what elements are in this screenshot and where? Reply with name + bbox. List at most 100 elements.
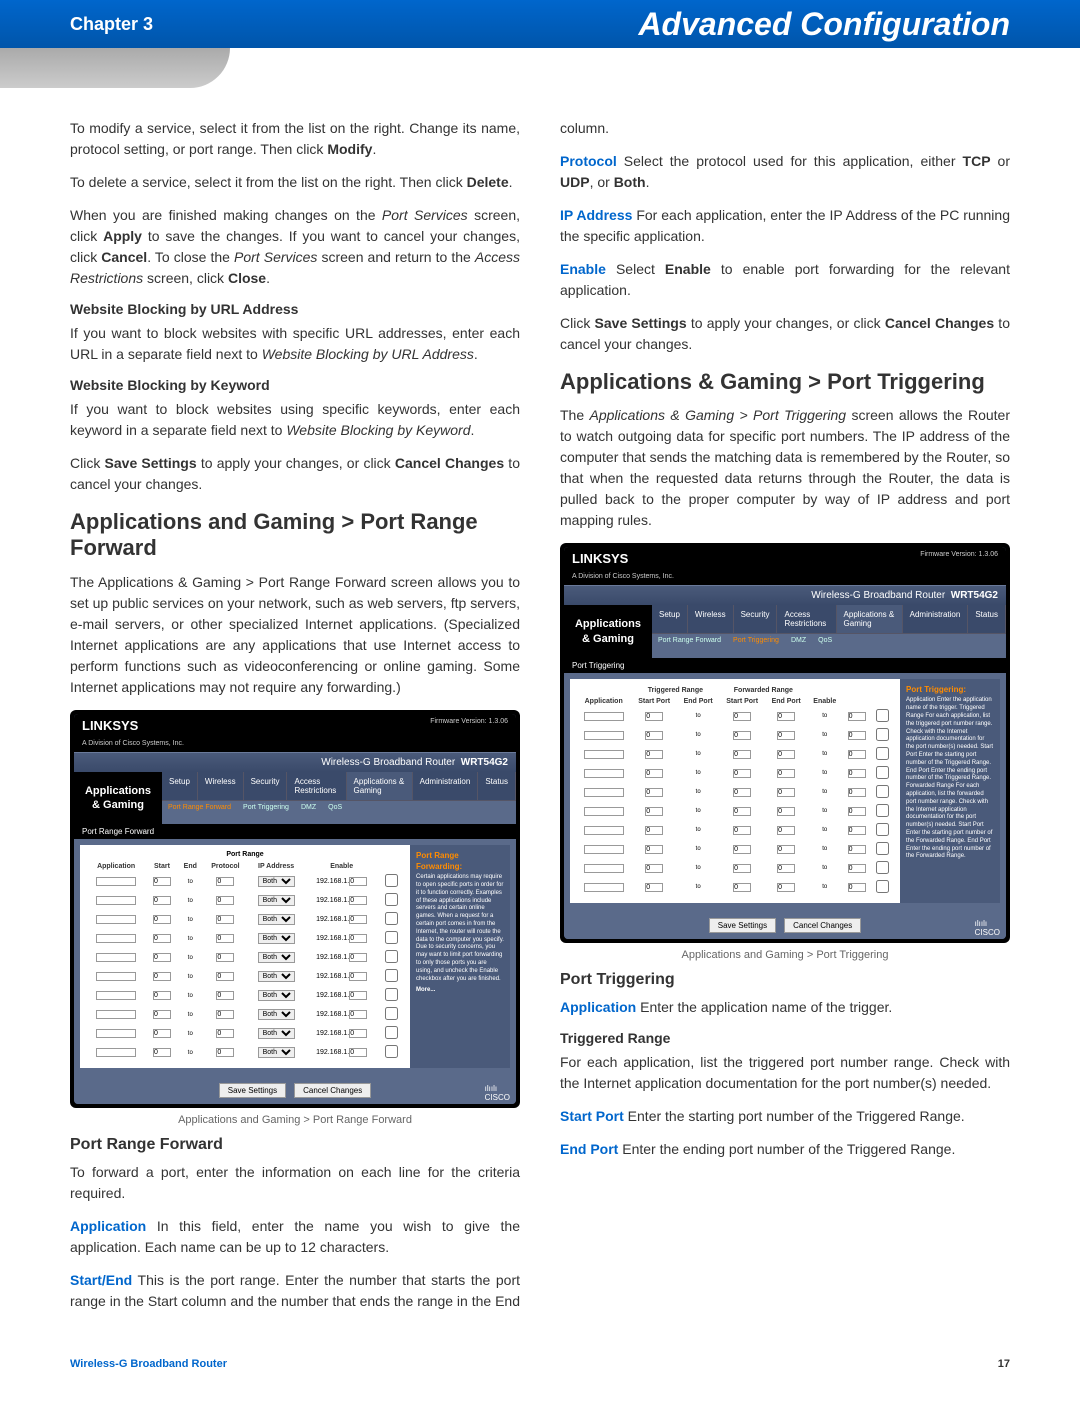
app-input[interactable] — [584, 712, 624, 721]
f-start[interactable] — [777, 769, 795, 778]
subtab-port-range-forward[interactable]: Port Range Forward — [162, 801, 237, 814]
ip-input[interactable] — [349, 953, 367, 962]
t-end[interactable] — [733, 826, 751, 835]
t-start[interactable] — [645, 750, 663, 759]
subtab-qos[interactable]: QoS — [322, 801, 348, 814]
app-input[interactable] — [96, 1010, 136, 1019]
subtab-port-triggering[interactable]: Port Triggering — [237, 801, 295, 814]
proto-select[interactable]: Both — [258, 933, 295, 944]
enable-checkbox[interactable] — [876, 709, 889, 722]
end-input[interactable] — [216, 877, 234, 886]
subtab-dmz[interactable]: DMZ — [295, 801, 322, 814]
f-start[interactable] — [777, 788, 795, 797]
f-start[interactable] — [777, 845, 795, 854]
enable-checkbox[interactable] — [876, 842, 889, 855]
t-start[interactable] — [645, 712, 663, 721]
end-input[interactable] — [216, 991, 234, 1000]
app-input[interactable] — [584, 826, 624, 835]
app-input[interactable] — [584, 807, 624, 816]
t-end[interactable] — [733, 883, 751, 892]
f-end[interactable] — [848, 864, 866, 873]
subtab-dmz[interactable]: DMZ — [785, 634, 812, 647]
end-input[interactable] — [216, 1048, 234, 1057]
ip-input[interactable] — [349, 1010, 367, 1019]
tab-security[interactable]: Security — [734, 605, 778, 633]
tab-applications-gaming[interactable]: Applications & Gaming — [347, 772, 413, 800]
proto-select[interactable]: Both — [258, 1028, 295, 1039]
app-input[interactable] — [96, 972, 136, 981]
tab-access-restrictions[interactable]: Access Restrictions — [777, 605, 836, 633]
proto-select[interactable]: Both — [258, 971, 295, 982]
app-input[interactable] — [584, 731, 624, 740]
enable-checkbox[interactable] — [385, 1007, 398, 1020]
app-input[interactable] — [96, 953, 136, 962]
end-input[interactable] — [216, 934, 234, 943]
start-input[interactable] — [153, 991, 171, 1000]
proto-select[interactable]: Both — [258, 895, 295, 906]
tab-wireless[interactable]: Wireless — [198, 772, 244, 800]
tab-setup[interactable]: Setup — [652, 605, 688, 633]
save-button[interactable]: Save Settings — [219, 1083, 286, 1098]
tab-administration[interactable]: Administration — [903, 605, 969, 633]
app-input[interactable] — [96, 1048, 136, 1057]
tab-administration[interactable]: Administration — [413, 772, 479, 800]
tab-setup[interactable]: Setup — [162, 772, 198, 800]
start-input[interactable] — [153, 896, 171, 905]
start-input[interactable] — [153, 1029, 171, 1038]
app-input[interactable] — [96, 934, 136, 943]
enable-checkbox[interactable] — [385, 912, 398, 925]
start-input[interactable] — [153, 915, 171, 924]
tab-status[interactable]: Status — [968, 605, 1006, 633]
t-end[interactable] — [733, 750, 751, 759]
ip-input[interactable] — [349, 934, 367, 943]
end-input[interactable] — [216, 953, 234, 962]
t-end[interactable] — [733, 731, 751, 740]
proto-select[interactable]: Both — [258, 876, 295, 887]
t-start[interactable] — [645, 826, 663, 835]
ip-input[interactable] — [349, 915, 367, 924]
start-input[interactable] — [153, 934, 171, 943]
tab-wireless[interactable]: Wireless — [688, 605, 734, 633]
f-start[interactable] — [777, 731, 795, 740]
enable-checkbox[interactable] — [876, 861, 889, 874]
app-input[interactable] — [584, 845, 624, 854]
proto-select[interactable]: Both — [258, 914, 295, 925]
app-input[interactable] — [96, 896, 136, 905]
f-start[interactable] — [777, 826, 795, 835]
t-start[interactable] — [645, 883, 663, 892]
f-start[interactable] — [777, 807, 795, 816]
ip-input[interactable] — [349, 896, 367, 905]
ip-input[interactable] — [349, 991, 367, 1000]
enable-checkbox[interactable] — [385, 950, 398, 963]
enable-checkbox[interactable] — [385, 969, 398, 982]
start-input[interactable] — [153, 877, 171, 886]
subtab-qos[interactable]: QoS — [812, 634, 838, 647]
tab-security[interactable]: Security — [244, 772, 288, 800]
enable-checkbox[interactable] — [876, 728, 889, 741]
app-input[interactable] — [96, 1029, 136, 1038]
start-input[interactable] — [153, 1010, 171, 1019]
f-end[interactable] — [848, 826, 866, 835]
t-end[interactable] — [733, 712, 751, 721]
end-input[interactable] — [216, 896, 234, 905]
f-end[interactable] — [848, 712, 866, 721]
proto-select[interactable]: Both — [258, 990, 295, 1001]
f-end[interactable] — [848, 769, 866, 778]
t-start[interactable] — [645, 864, 663, 873]
end-input[interactable] — [216, 915, 234, 924]
enable-checkbox[interactable] — [876, 804, 889, 817]
t-end[interactable] — [733, 807, 751, 816]
enable-checkbox[interactable] — [876, 880, 889, 893]
f-start[interactable] — [777, 883, 795, 892]
t-end[interactable] — [733, 864, 751, 873]
cancel-button[interactable]: Cancel Changes — [294, 1083, 371, 1098]
f-end[interactable] — [848, 731, 866, 740]
t-end[interactable] — [733, 769, 751, 778]
enable-checkbox[interactable] — [876, 747, 889, 760]
f-start[interactable] — [777, 864, 795, 873]
subtab-port-range-forward[interactable]: Port Range Forward — [652, 634, 727, 647]
end-input[interactable] — [216, 972, 234, 981]
start-input[interactable] — [153, 972, 171, 981]
ip-input[interactable] — [349, 1048, 367, 1057]
f-end[interactable] — [848, 750, 866, 759]
